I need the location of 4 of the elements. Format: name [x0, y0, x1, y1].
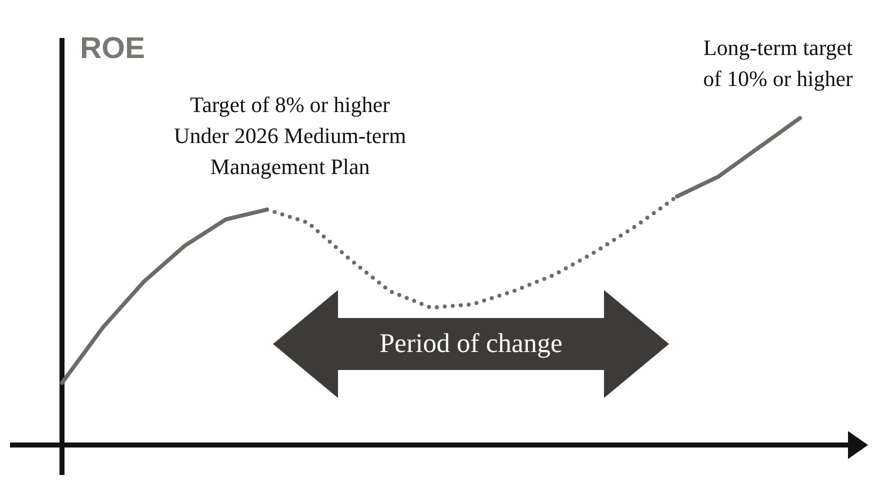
y-axis-title: ROE: [80, 32, 146, 65]
annotation: Target of 8% or higher Under 2026 Medium-term Management Plan: [174, 92, 406, 179]
text: Long-term target of 10% or higher: [703, 35, 854, 91]
annotation: Period of change: [380, 328, 562, 358]
